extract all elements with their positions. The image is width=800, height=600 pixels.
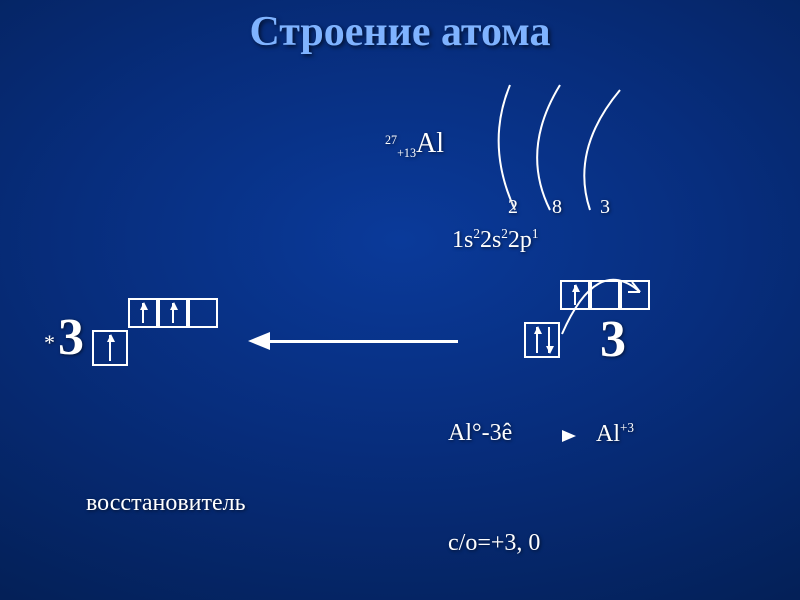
excited-p-box-3 (188, 298, 218, 328)
mass-number: 27 (385, 133, 397, 147)
config-2p: 2p (508, 227, 532, 253)
electron-config: 1s22s22p1 (452, 226, 538, 254)
ion-rhs-al: Al (596, 421, 620, 447)
excited-p2-electron-up (172, 303, 174, 323)
ion-lhs-deg: ° (472, 420, 482, 446)
config-2s: 2s (480, 227, 501, 253)
config-1s-n: 2 (473, 226, 480, 241)
slide-title: Строение атома (0, 8, 800, 56)
excited-p1-electron-up (142, 303, 144, 323)
transition-arrow-head (248, 332, 270, 350)
reducer-label: восстановитель (86, 490, 246, 517)
shell-count-2: 8 (552, 196, 562, 219)
ionization: Al°-3ê (448, 420, 512, 447)
excited-n-label: 3 (58, 308, 84, 367)
ion-lhs-al: Al (448, 420, 472, 446)
excited-marker: * (44, 330, 55, 356)
slide-root: Строение атома 27+13Al 2 8 3 1s22s22p1 3… (0, 0, 800, 600)
ion-rhs: Al+3 (596, 420, 634, 448)
excited-s-electron-up (109, 335, 111, 361)
config-1s: 1s (452, 227, 473, 253)
atom-notation: 27+13Al (385, 128, 444, 161)
config-2p-n: 1 (532, 226, 539, 241)
ground-n-label: 3 (600, 310, 626, 369)
shell-count-3: 3 (600, 196, 610, 219)
oxidation-state: с/о=+3, 0 (448, 530, 540, 557)
config-2s-n: 2 (501, 226, 508, 241)
shell-count-1: 2 (508, 196, 518, 219)
transition-arrow-line (268, 340, 458, 343)
atomic-number: +13 (397, 146, 416, 160)
ground-s-electron-down (548, 327, 550, 353)
ground-s-electron-up (536, 327, 538, 353)
ion-lose: -3ê (482, 420, 513, 446)
ion-rhs-sup: +3 (620, 420, 634, 435)
ion-arrow (562, 430, 576, 442)
ground-s-box (524, 322, 560, 358)
element-symbol: Al (416, 128, 444, 159)
